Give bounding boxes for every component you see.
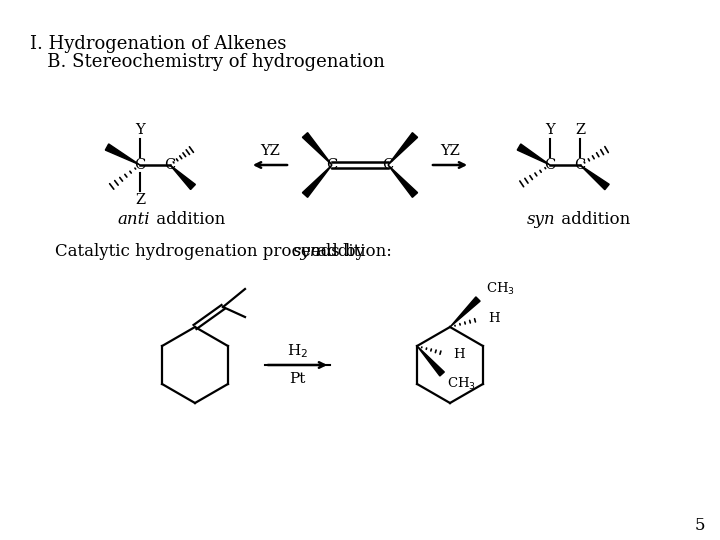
Text: Z: Z — [575, 123, 585, 137]
Text: Z: Z — [135, 193, 145, 207]
Text: C: C — [382, 158, 394, 172]
Text: Y: Y — [545, 123, 555, 137]
Text: C: C — [575, 158, 585, 172]
Polygon shape — [388, 165, 418, 197]
Text: I. Hydrogenation of Alkenes: I. Hydrogenation of Alkenes — [30, 35, 287, 53]
Text: Catalytic hydrogenation proceeds by: Catalytic hydrogenation proceeds by — [55, 244, 370, 260]
Polygon shape — [105, 144, 140, 165]
Text: H: H — [488, 313, 500, 326]
Polygon shape — [388, 133, 418, 165]
Text: anti: anti — [117, 212, 150, 228]
Polygon shape — [302, 165, 332, 197]
Polygon shape — [170, 165, 195, 190]
Text: B. Stereochemistry of hydrogenation: B. Stereochemistry of hydrogenation — [30, 53, 385, 71]
Text: CH$_3$: CH$_3$ — [447, 376, 476, 392]
Polygon shape — [580, 165, 609, 190]
Text: addition: addition — [151, 212, 225, 228]
Polygon shape — [417, 346, 444, 376]
Text: C: C — [135, 158, 145, 172]
Text: C: C — [544, 158, 556, 172]
Text: addition: addition — [556, 212, 630, 228]
Text: YZ: YZ — [440, 144, 460, 158]
Text: CH$_3$: CH$_3$ — [486, 281, 515, 297]
Polygon shape — [517, 144, 550, 165]
Text: 5: 5 — [695, 516, 706, 534]
Text: H: H — [453, 348, 464, 361]
Text: Pt: Pt — [289, 372, 306, 386]
Text: C: C — [164, 158, 176, 172]
Text: addition:: addition: — [312, 244, 392, 260]
Text: YZ: YZ — [260, 144, 280, 158]
Text: H$_2$: H$_2$ — [287, 342, 308, 360]
Text: Y: Y — [135, 123, 145, 137]
Text: C: C — [326, 158, 338, 172]
Polygon shape — [450, 297, 480, 327]
Polygon shape — [302, 133, 332, 165]
Text: syn: syn — [526, 212, 555, 228]
Text: syn: syn — [292, 244, 321, 260]
